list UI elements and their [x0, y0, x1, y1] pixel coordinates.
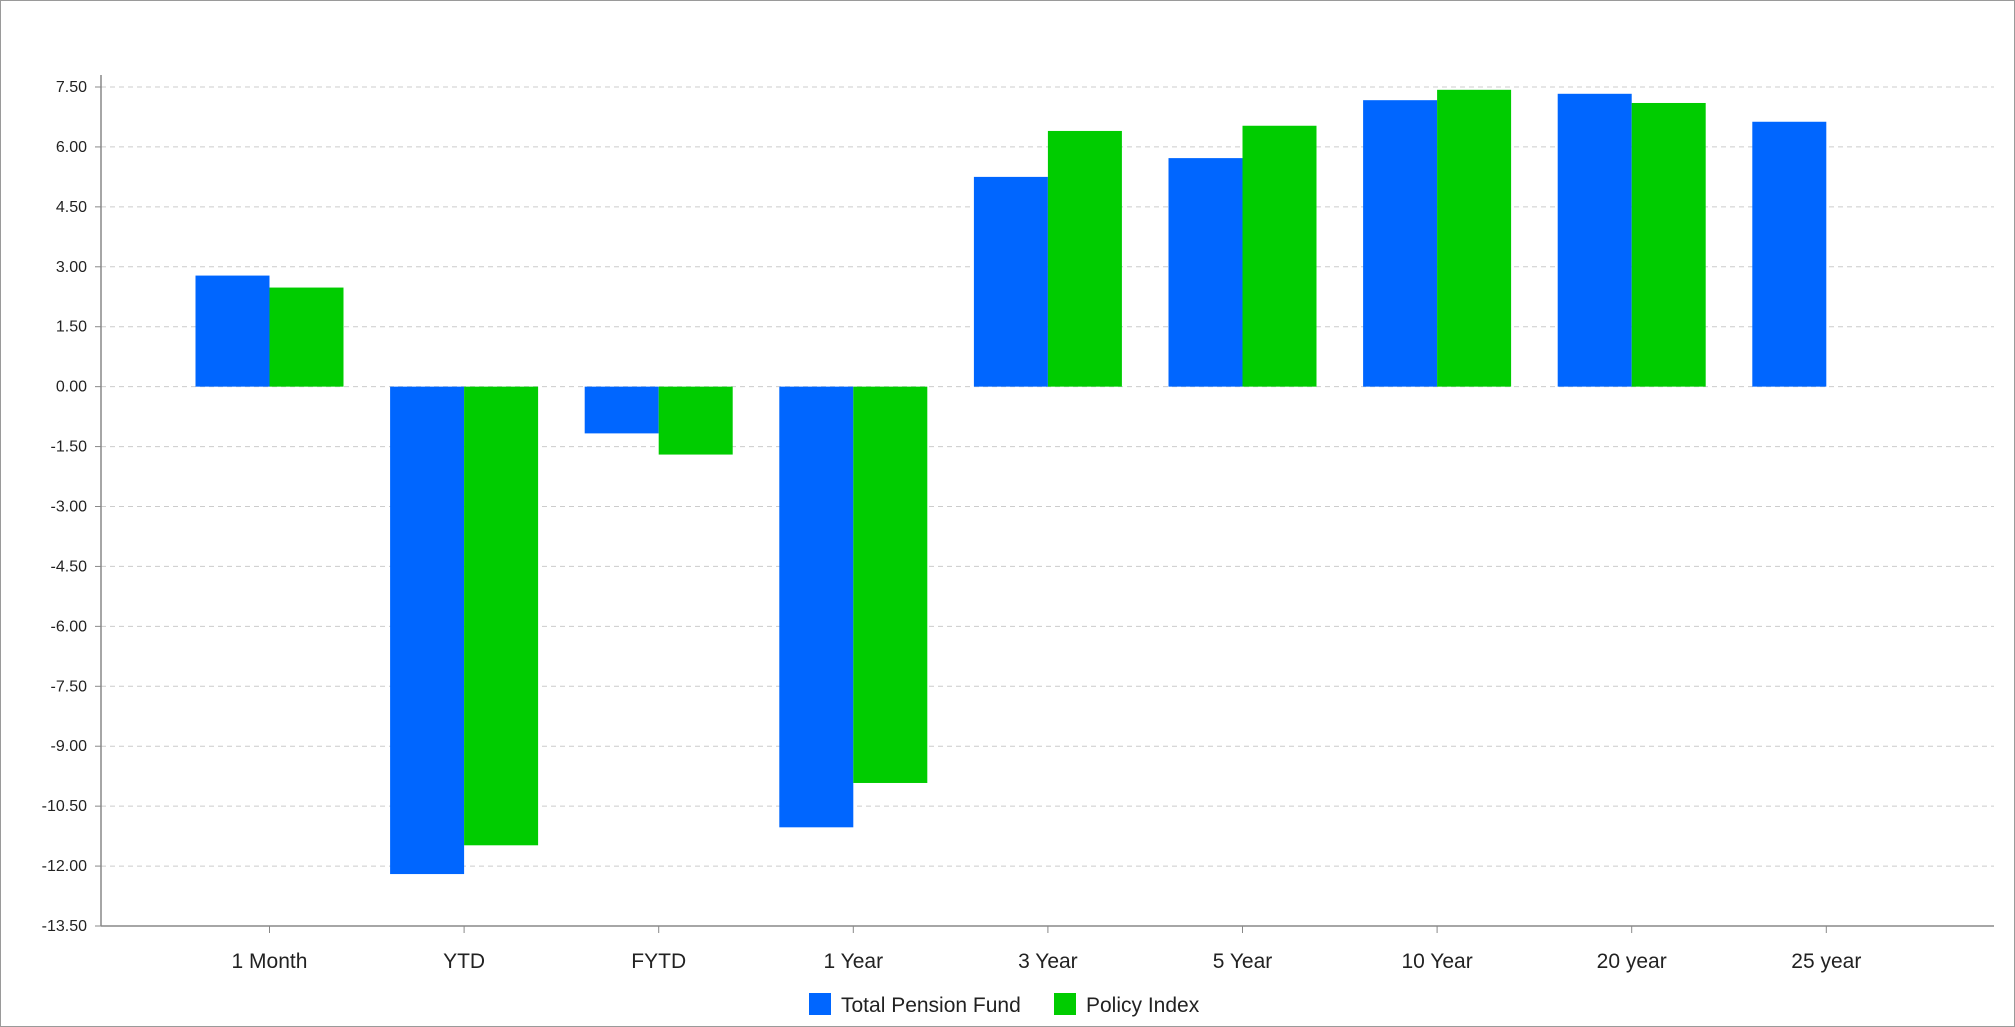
y-tick-label: -3.00: [51, 499, 88, 516]
y-tick-label: 6.00: [56, 139, 87, 156]
y-tick-label: -4.50: [51, 558, 88, 575]
x-tick-label: FYTD: [631, 950, 686, 973]
bar: [779, 386, 854, 828]
x-tick-label: 25 year: [1791, 950, 1861, 973]
legend-label: Total Pension Fund: [841, 994, 1021, 1017]
bar: [390, 386, 465, 875]
x-tick-label: 10 Year: [1401, 950, 1472, 973]
bar: [658, 386, 733, 455]
bar: [464, 386, 539, 846]
bar: [853, 386, 928, 783]
bar: [269, 287, 344, 387]
y-tick-label: -9.00: [51, 738, 88, 755]
bar: [1752, 121, 1827, 387]
legend-swatch: [809, 993, 831, 1015]
bar: [973, 176, 1048, 387]
bar: [584, 386, 659, 434]
bar: [1242, 125, 1317, 387]
x-tick-label: 1 Year: [824, 950, 884, 973]
x-tick-label: 1 Month: [232, 950, 308, 973]
legend-swatch: [1054, 993, 1076, 1015]
bar: [1437, 89, 1512, 387]
bars: [195, 89, 1827, 875]
y-axis: 7.50 6.00 4.50 3.00 1.50 0.00 -1.50 -3.00 -4.50 -…: [42, 75, 102, 935]
legend-item: Policy Index: [1054, 993, 1200, 1017]
bar: [1363, 100, 1438, 387]
x-tick-label: 20 year: [1597, 950, 1667, 973]
x-tick-label: YTD: [443, 950, 485, 973]
bar: [1168, 158, 1243, 387]
x-tick-label: 3 Year: [1018, 950, 1078, 973]
y-tick-label: 4.50: [56, 199, 87, 216]
legend: Total Pension Fund Policy Index: [809, 993, 1200, 1017]
y-tick-label: -10.50: [42, 798, 87, 815]
legend-label: Policy Index: [1086, 994, 1200, 1017]
bar: [1047, 130, 1122, 387]
bar: [195, 275, 270, 387]
y-tick-label: 0.00: [56, 379, 87, 396]
y-tick-label: -6.00: [51, 618, 88, 635]
x-tick-label: 5 Year: [1213, 950, 1273, 973]
y-tick-label: -1.50: [51, 439, 88, 456]
y-tick-label: 1.50: [56, 319, 87, 336]
y-tick-label: 3.00: [56, 259, 87, 276]
y-tick-label: 7.50: [56, 79, 87, 96]
y-tick-label: -12.00: [42, 858, 87, 875]
y-tick-label: -7.50: [51, 678, 88, 695]
legend-item: Total Pension Fund: [809, 993, 1021, 1017]
bar: [1557, 93, 1632, 387]
y-tick-label: -13.50: [42, 918, 87, 935]
bar: [1631, 102, 1706, 387]
x-axis: 1 Month YTD FYTD 1 Year 3 Year 5 Year 10 Year 2…: [101, 925, 1994, 973]
